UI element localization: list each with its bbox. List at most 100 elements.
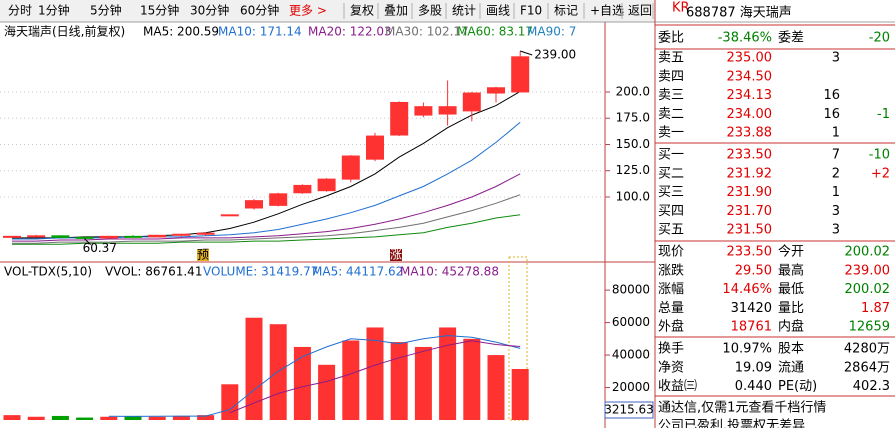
candle-body (196, 232, 215, 235)
book-qty: 16 (823, 107, 840, 122)
volume-bar (463, 338, 481, 420)
stat-value: 29.50 (735, 263, 772, 278)
volume-bar (100, 416, 118, 420)
ma-legend: MA30: 102.17 (385, 25, 469, 39)
candle-body (390, 101, 409, 136)
stock-code: 688787 海天瑞声 (686, 6, 792, 21)
volume-bar (366, 327, 384, 420)
toolbar-button[interactable]: 15分钟 (140, 3, 179, 18)
book-price: 233.88 (727, 126, 773, 141)
toolbar-button[interactable]: 更多 > (289, 4, 327, 18)
label: 委差 (778, 31, 804, 46)
low-label: 60.37 (83, 241, 117, 255)
toolbar-button[interactable]: 5分钟 (90, 3, 122, 18)
y-tick-label: 175.0 (616, 111, 650, 125)
candle-body (245, 200, 263, 209)
book-price: 234.00 (727, 107, 773, 122)
value: -38.46% (718, 31, 772, 46)
vol-legend: VOLUME: 31419.77 (203, 265, 318, 279)
toolbar-button[interactable]: +自选 (590, 4, 624, 18)
vol-legend: VOL-TDX(5,10) (4, 265, 92, 279)
book-label: 卖五 (658, 51, 684, 66)
candle-body (487, 87, 505, 94)
book-qty: 1 (832, 185, 840, 200)
event-marker-label: 预 (197, 248, 209, 262)
event-marker (390, 249, 402, 261)
book-qty: 1 (832, 126, 840, 141)
book-change: +2 (871, 166, 890, 181)
y-tick-label: 100.0 (616, 189, 650, 203)
vol-legend: MA5: 44117.62 (312, 265, 403, 279)
volume-bar (76, 417, 94, 420)
stat-label: 最高 (778, 262, 804, 278)
stat-value: 4280万 (844, 342, 890, 357)
stat-label: 量比 (778, 301, 804, 316)
candle-body (172, 233, 191, 236)
toolbar (0, 0, 655, 22)
stat-value: 200.02 (845, 282, 891, 297)
stat-label: 流通 (778, 360, 804, 375)
ma-line (12, 173, 521, 242)
toolbar-button[interactable]: 30分钟 (190, 3, 229, 18)
book-price: 231.50 (727, 223, 773, 238)
volume-bar (221, 384, 239, 420)
stat-value: 12659 (849, 320, 890, 335)
stat-value: 239.00 (845, 263, 891, 278)
y-tick-label: 150.0 (616, 137, 650, 151)
label: 委比 (658, 31, 684, 46)
toolbar-button[interactable]: 标记 (554, 4, 578, 18)
toolbar-button[interactable]: 多股 (418, 4, 442, 18)
volume-bar (318, 364, 336, 420)
volume-bar (27, 416, 45, 420)
book-price: 234.50 (727, 69, 773, 84)
candle-body (269, 193, 288, 206)
candle-body (148, 234, 167, 238)
volume-bar (342, 340, 360, 420)
candle-body (124, 235, 142, 238)
y-tick-label: 200.0 (616, 84, 650, 98)
vol-legend: VVOL: 86761.41 (105, 265, 202, 279)
stat-label: 涨幅 (658, 282, 684, 297)
toolbar-button[interactable]: 画线 (486, 4, 510, 18)
book-change: -1 (877, 107, 890, 122)
toolbar-button[interactable]: 60分钟 (240, 3, 279, 18)
volume-bar (245, 317, 263, 420)
candle-body (220, 214, 239, 217)
stat-label: 换手 (658, 342, 684, 357)
stat-value: 1.87 (861, 301, 890, 316)
y-tick-label: 20000 (612, 380, 650, 394)
toolbar-button[interactable]: 分时 (8, 4, 32, 18)
y-tick-label: 40000 (612, 348, 650, 362)
volume-bar (3, 415, 21, 420)
ma-legend: MA90: 7 (527, 25, 576, 39)
candle-body (462, 92, 481, 112)
book-label: 卖一 (658, 126, 684, 141)
toolbar-button[interactable]: F10 (520, 4, 542, 18)
volume-bar (439, 327, 457, 420)
stat-label: 股本 (778, 342, 804, 357)
toolbar-button[interactable]: 统计 (452, 4, 476, 18)
book-label: 买四 (658, 204, 684, 219)
stat-value: 200.02 (845, 245, 891, 260)
book-qty: 3 (832, 204, 840, 219)
cursor-value: 3215.63 (604, 403, 654, 417)
stat-label: 今开 (778, 244, 804, 260)
stat-label: 涨跌 (658, 262, 684, 278)
candle-body (511, 56, 530, 93)
notice: 公司已盈利,投票权无差异 (658, 418, 805, 428)
volume-bar (487, 355, 505, 420)
y-tick-label: 125.0 (616, 163, 650, 177)
toolbar-button[interactable]: 复权 (350, 4, 374, 18)
stat-label: 总量 (658, 301, 684, 316)
toolbar-button[interactable]: 1分钟 (38, 3, 70, 18)
stat-label: 净资 (658, 360, 684, 375)
book-qty: 2 (832, 166, 840, 181)
volume-bar (51, 415, 69, 420)
ma-line (12, 90, 521, 239)
stat-label: 最低 (778, 282, 804, 297)
toolbar-button[interactable]: 返回 (628, 4, 652, 18)
ma-line (12, 214, 521, 245)
toolbar-button[interactable]: 叠加 (384, 4, 408, 18)
